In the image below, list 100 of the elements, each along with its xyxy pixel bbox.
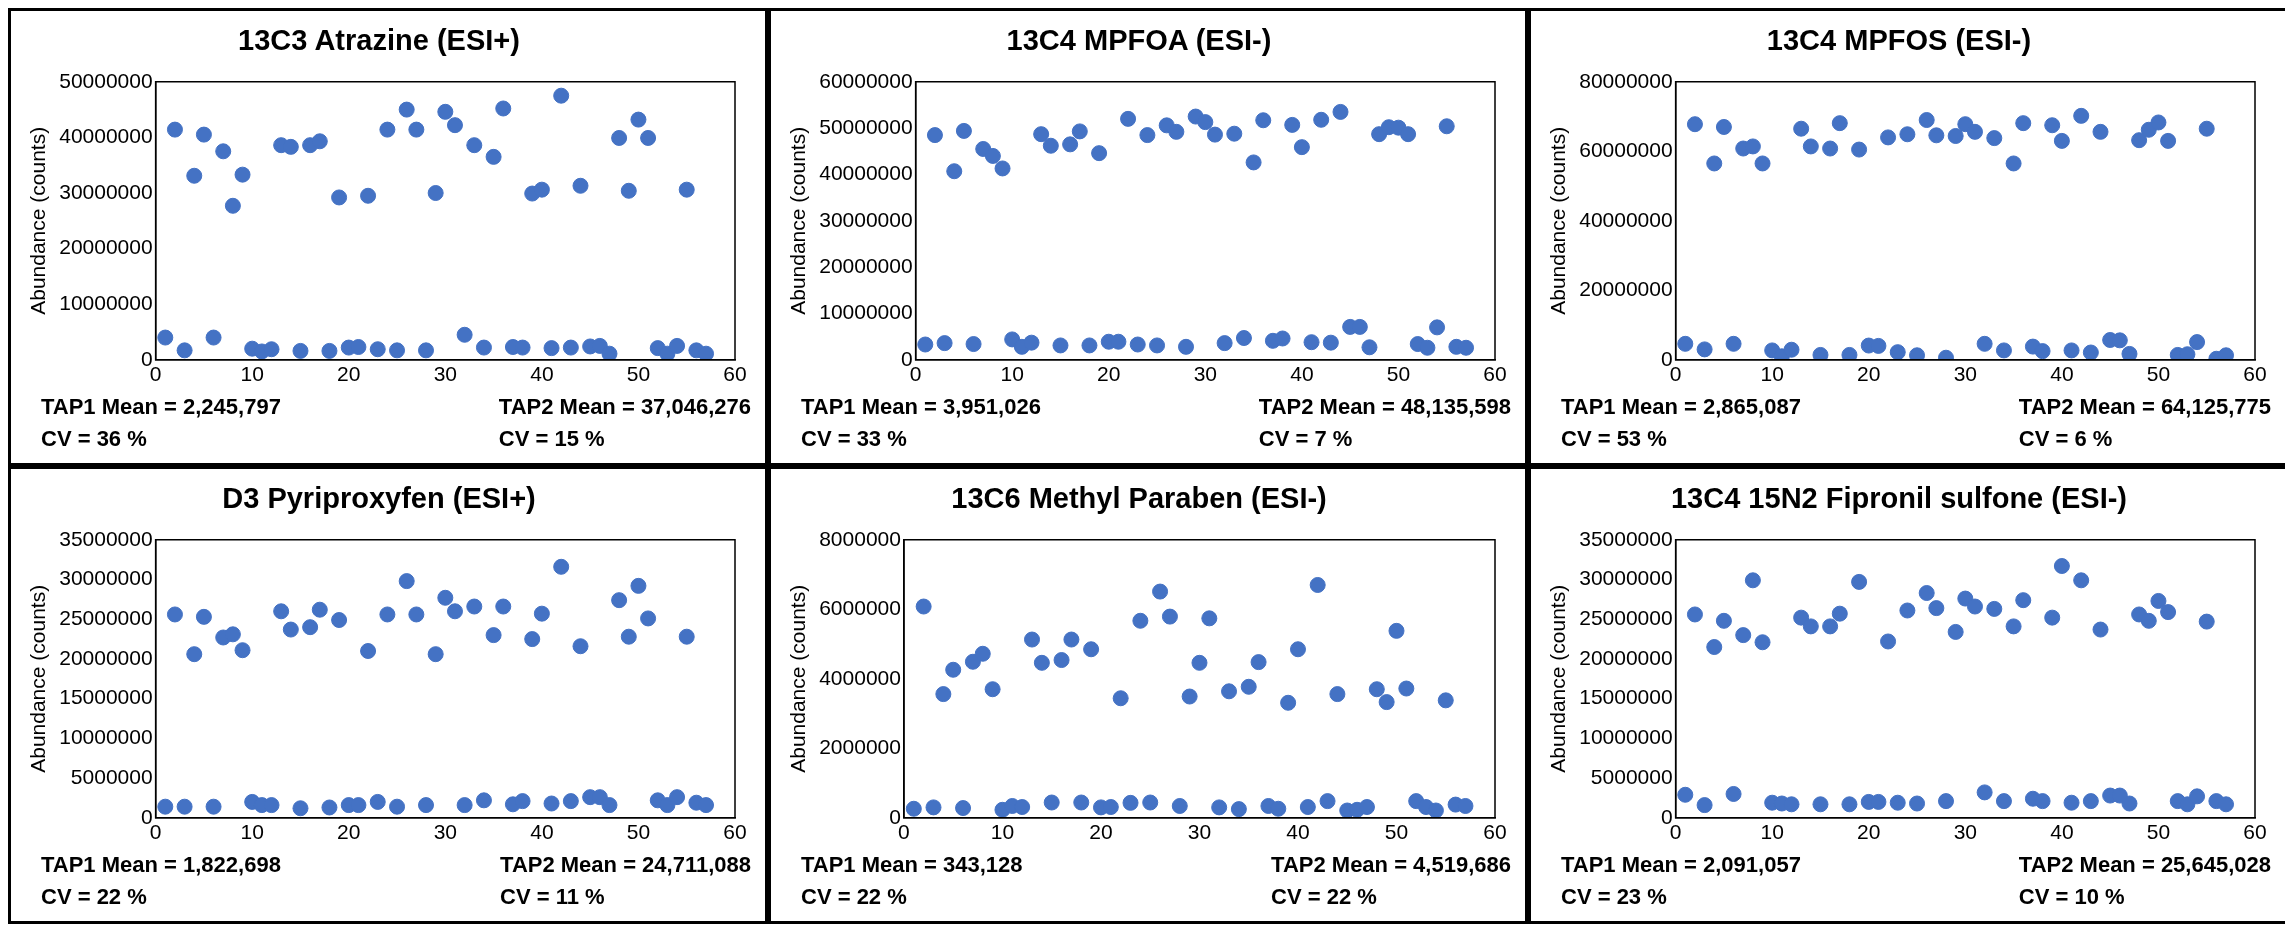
point xyxy=(1073,794,1090,811)
point xyxy=(166,121,183,138)
x-tick-label: 60 xyxy=(723,820,747,844)
text: CV = 10 % xyxy=(2018,883,2126,911)
y-tick-label: 40000000 xyxy=(59,124,153,148)
x-tick-label: 50 xyxy=(2146,362,2171,386)
point xyxy=(2121,345,2138,360)
point xyxy=(1368,681,1385,698)
point xyxy=(1112,690,1129,707)
point xyxy=(379,606,396,623)
x-tick-label: 60 xyxy=(2243,362,2267,386)
point xyxy=(2082,344,2099,360)
text: CV = 33 % xyxy=(801,425,908,453)
point xyxy=(1831,115,1848,132)
point xyxy=(398,101,415,118)
point xyxy=(446,603,463,620)
point xyxy=(1899,126,1916,143)
y-tick-label: 20000000 xyxy=(59,645,153,669)
point xyxy=(1361,339,1378,356)
text: CV = 36 % xyxy=(41,425,148,453)
point xyxy=(1358,799,1375,816)
point xyxy=(282,621,299,638)
point xyxy=(1250,654,1267,671)
y-axis-title: Abundance (counts) xyxy=(1546,584,1570,773)
point xyxy=(2005,155,2022,172)
y-tick-label: 10000000 xyxy=(1579,725,1673,749)
point xyxy=(1216,335,1233,352)
point xyxy=(475,792,492,809)
point xyxy=(166,606,183,623)
x-tick-label: 40 xyxy=(530,820,554,844)
x-tick-label: 30 xyxy=(1193,362,1217,386)
y-tick-label: 30000000 xyxy=(1579,566,1673,590)
point xyxy=(1841,796,1858,813)
y-tick-label: 4000000 xyxy=(819,665,901,689)
text: CV = 7 % xyxy=(1258,425,1354,453)
point xyxy=(311,601,328,618)
text: TAP1 Mean = 3,951,026 xyxy=(801,393,1041,421)
chart-title: 13C4 15N2 Fipronil sulfone (ESI-) xyxy=(1670,482,2128,515)
point xyxy=(456,326,473,343)
point xyxy=(2121,795,2138,812)
x-tick-label: 50 xyxy=(1384,820,1409,844)
y-tick-label: 20000000 xyxy=(819,253,913,277)
point xyxy=(905,800,922,817)
point xyxy=(302,619,319,636)
point xyxy=(1071,123,1088,140)
x-tick-label: 10 xyxy=(1760,820,1784,844)
x-tick-label: 10 xyxy=(240,820,264,844)
point xyxy=(1081,337,1098,354)
x-tick-label: 50 xyxy=(626,820,651,844)
point xyxy=(1322,334,1339,351)
point xyxy=(224,197,241,214)
point xyxy=(1744,572,1761,589)
point xyxy=(915,598,932,615)
y-tick-label: 60000000 xyxy=(1579,138,1673,162)
point xyxy=(524,631,541,648)
point xyxy=(1735,627,1752,644)
point xyxy=(1938,793,1955,810)
point xyxy=(1793,120,1810,137)
y-tick-label: 50000000 xyxy=(819,114,913,138)
y-tick-label: 2000000 xyxy=(819,735,901,759)
point xyxy=(2044,117,2061,134)
point xyxy=(2189,788,2206,805)
x-tick-label: 20 xyxy=(337,362,361,386)
point xyxy=(205,798,222,815)
y-tick-label: 40000000 xyxy=(1579,207,1673,231)
point xyxy=(1299,799,1316,816)
point xyxy=(1398,680,1415,697)
point xyxy=(917,336,934,353)
point xyxy=(215,143,232,160)
x-tick-label: 30 xyxy=(1187,820,1212,844)
point xyxy=(2092,621,2109,638)
point xyxy=(437,589,454,606)
point xyxy=(1686,116,1703,133)
text: CV = 22 % xyxy=(801,883,908,911)
point xyxy=(1280,694,1297,711)
y-tick-label: 35000000 xyxy=(1579,526,1673,550)
point xyxy=(379,121,396,138)
point xyxy=(984,147,1001,164)
point xyxy=(1677,335,1694,352)
point xyxy=(955,122,972,139)
point xyxy=(669,337,686,354)
point xyxy=(2150,114,2167,131)
y-tick-label: 20000000 xyxy=(59,235,153,259)
point xyxy=(965,336,982,353)
point xyxy=(964,653,981,670)
point xyxy=(1783,341,1800,358)
point xyxy=(1329,686,1346,703)
point xyxy=(1274,330,1291,347)
point xyxy=(408,606,425,623)
y-tick-label: 35000000 xyxy=(59,526,153,550)
text: TAP1 Mean = 1,822,698 xyxy=(41,851,281,879)
point xyxy=(533,605,550,622)
x-tick-label: 20 xyxy=(1857,820,1881,844)
point xyxy=(936,335,953,352)
point xyxy=(1947,128,1964,145)
point xyxy=(1240,678,1257,695)
point xyxy=(2092,123,2109,140)
point xyxy=(1976,784,1993,801)
point xyxy=(2063,342,2080,359)
y-tick-label: 30000000 xyxy=(59,566,153,590)
